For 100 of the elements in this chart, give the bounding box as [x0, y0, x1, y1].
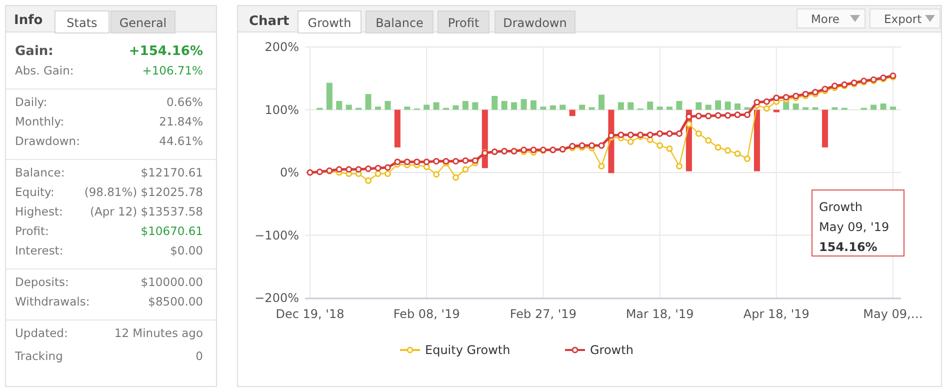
- bar: [676, 100, 682, 110]
- text: Updated:: [15, 326, 68, 340]
- text: 0: [196, 349, 203, 363]
- bar: [326, 82, 332, 110]
- bar: [511, 102, 518, 110]
- bar: [715, 100, 722, 110]
- x-tick-label: Feb 27, '19: [510, 307, 576, 321]
- bar: [773, 110, 780, 112]
- bar: [501, 100, 508, 110]
- bar: [666, 106, 673, 110]
- bar: [724, 102, 731, 110]
- text: +106.71%: [142, 64, 204, 78]
- chart-title: Chart: [249, 14, 290, 29]
- bar: [579, 104, 586, 110]
- text: $0.00: [170, 244, 203, 258]
- text: General: [119, 16, 167, 30]
- text: Stats: [66, 16, 98, 30]
- bar: [822, 110, 828, 148]
- bar: [618, 102, 624, 110]
- bar: [705, 104, 712, 110]
- text: 12 Minutes ago: [114, 326, 203, 340]
- text: 44.61%: [159, 134, 204, 148]
- text: Balance: [376, 16, 424, 30]
- text: Gain:: [15, 44, 54, 59]
- text: Drawdown:: [15, 134, 80, 148]
- x-tick-label: Apr 18, '19: [743, 307, 810, 321]
- text: $12170.61: [140, 166, 203, 180]
- text: +154.16%: [128, 44, 203, 59]
- text: $10670.61: [140, 224, 203, 238]
- bar: [520, 99, 527, 110]
- text: Interest:: [15, 244, 64, 258]
- y-tick-label: 0%: [280, 166, 299, 180]
- bar: [560, 104, 566, 110]
- bar: [384, 100, 391, 110]
- text: Equity:: [15, 185, 54, 199]
- bar: [744, 107, 750, 110]
- bar: [424, 104, 430, 110]
- bar: [530, 100, 536, 110]
- text: Profit:: [15, 224, 49, 238]
- bar: [812, 107, 818, 110]
- x-tick-label: Dec 19, '18: [276, 307, 344, 321]
- annotation: 154.16%: [819, 240, 878, 254]
- bar: [540, 106, 546, 110]
- text: Highest:: [15, 204, 63, 218]
- bar: [832, 107, 838, 110]
- y-tick-label: −200%: [254, 291, 299, 306]
- bar: [696, 102, 702, 110]
- annotation: May 09, '19: [819, 220, 890, 234]
- bar: [550, 105, 556, 110]
- text: Tracking: [14, 349, 63, 363]
- legend-label: Equity Growth: [425, 343, 510, 358]
- annotation: Growth: [819, 200, 862, 214]
- bar: [890, 106, 896, 110]
- bar: [346, 104, 352, 110]
- y-tick-label: −100%: [254, 228, 299, 242]
- text: $10000.00: [140, 275, 203, 289]
- bar: [802, 107, 809, 110]
- text: (98.81%) $12025.78: [84, 185, 203, 199]
- x-tick-label: Mar 18, '19: [626, 307, 694, 321]
- x-tick-label: May 09,…: [863, 307, 923, 321]
- bar: [588, 107, 595, 110]
- text: Deposits:: [15, 275, 69, 289]
- bar: [492, 96, 498, 110]
- bar: [472, 102, 478, 110]
- text: $8500.00: [148, 294, 203, 308]
- text: Growth: [308, 16, 352, 30]
- text: Profit: [448, 16, 480, 30]
- bar: [404, 106, 410, 110]
- text: Monthly:: [15, 114, 64, 128]
- bar: [598, 94, 604, 110]
- bar: [394, 110, 400, 148]
- text: Drawdown: [503, 16, 567, 30]
- text: 21.84%: [159, 114, 204, 128]
- text: Withdrawals:: [15, 294, 90, 308]
- bar: [365, 94, 372, 110]
- bar: [792, 103, 799, 110]
- bar: [336, 100, 342, 110]
- x-tick-label: Feb 08, '19: [393, 307, 460, 321]
- text: Balance:: [15, 166, 65, 180]
- y-tick-label: 100%: [264, 102, 299, 117]
- bar: [462, 100, 468, 110]
- text: Export: [884, 12, 922, 26]
- text: Info: [14, 13, 43, 28]
- bar: [452, 105, 459, 110]
- text: (Apr 12) $13537.58: [90, 204, 203, 218]
- text: Daily:: [15, 95, 48, 109]
- text: More: [811, 12, 840, 26]
- bar: [656, 106, 663, 110]
- bar: [375, 106, 382, 110]
- text: Abs. Gain:: [15, 64, 74, 78]
- y-tick-label: 200%: [264, 40, 299, 54]
- text: 0.66%: [166, 95, 204, 109]
- bar: [628, 102, 634, 110]
- legend-label: Growth: [590, 343, 634, 358]
- bar: [433, 102, 440, 110]
- bar: [647, 102, 654, 110]
- bar: [880, 103, 886, 110]
- bar: [569, 110, 576, 116]
- bar: [734, 103, 741, 110]
- bar: [870, 104, 877, 110]
